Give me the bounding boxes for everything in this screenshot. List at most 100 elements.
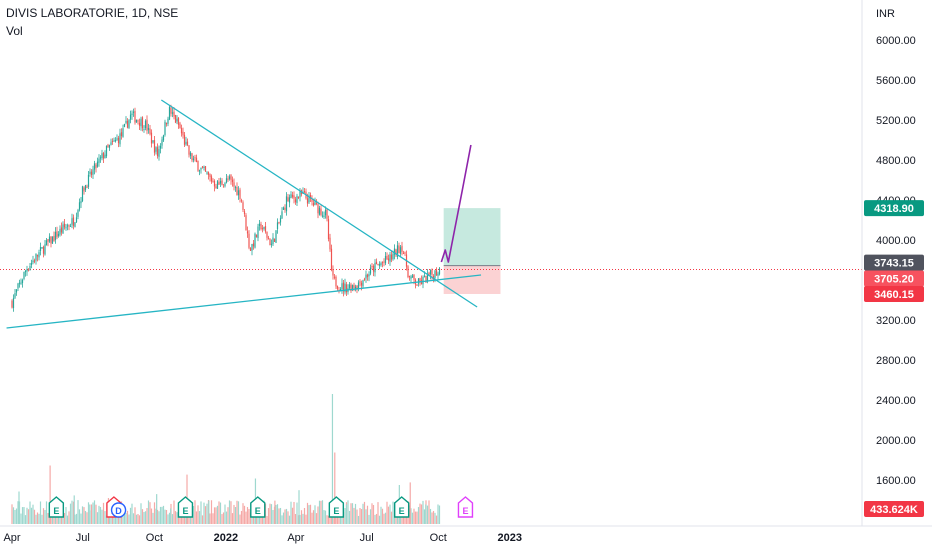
earnings-icon <box>250 496 266 518</box>
candle-body <box>26 269 28 272</box>
candle-body <box>402 252 405 254</box>
volume-spike <box>73 495 75 524</box>
volume-bar <box>71 500 73 524</box>
candle-body <box>119 133 121 145</box>
volume-bar <box>237 501 240 524</box>
candle-body <box>212 181 214 183</box>
candle-body <box>77 210 79 217</box>
candle-body <box>290 194 292 199</box>
y-tick-label: 6000.00 <box>876 35 916 47</box>
volume-bar <box>144 511 147 524</box>
candle-body <box>261 228 264 230</box>
candle-body <box>371 266 373 268</box>
volume-bar <box>72 501 75 524</box>
candle-body <box>417 278 420 284</box>
time-axis[interactable]: Apr Jul Oct 2022 Apr Jul Oct 2023 <box>0 525 932 544</box>
volume-bar <box>63 513 66 524</box>
volume-bar <box>99 506 102 524</box>
candle-body <box>357 282 360 289</box>
volume-bar <box>426 505 429 524</box>
candle-body <box>207 172 210 175</box>
candle-body <box>48 236 51 242</box>
volume-bar <box>249 512 252 524</box>
volume-bar <box>126 510 129 524</box>
event-markers[interactable]: EEDEEEEE <box>48 496 474 518</box>
price-badge-value: 3460.15 <box>874 289 914 301</box>
candle-body <box>54 231 57 240</box>
volume-bar <box>33 509 36 524</box>
candle-body <box>237 190 240 196</box>
candle-body <box>132 111 135 113</box>
candle-body <box>116 138 118 140</box>
x-tick-label: Apr <box>287 532 304 544</box>
candle-body <box>86 186 88 188</box>
candle-body <box>240 200 243 202</box>
candle-body <box>288 197 291 203</box>
volume-bar <box>104 511 106 524</box>
volume-bar <box>438 505 441 524</box>
trendlines[interactable] <box>6 99 482 329</box>
candle-body <box>204 166 207 172</box>
candle-body <box>393 248 396 255</box>
candle-body <box>108 145 111 148</box>
volume-bar <box>113 515 115 524</box>
candle-body <box>131 113 133 115</box>
candle-body <box>32 260 34 263</box>
volume-bar <box>387 506 390 524</box>
candle-body <box>225 178 228 183</box>
volume-bar <box>431 512 433 524</box>
price-badge-value: 4318.90 <box>874 203 914 215</box>
volume-bar <box>327 515 330 524</box>
candle-body <box>65 227 67 229</box>
volume-bar <box>20 513 22 524</box>
event-marker-e: E <box>48 496 65 518</box>
volume-bar <box>227 507 229 524</box>
candle-body <box>336 285 339 289</box>
candle-body <box>122 128 124 137</box>
event-label: E <box>399 506 405 516</box>
volume-bar <box>317 506 319 524</box>
candle-body <box>375 261 378 265</box>
candle-body <box>84 185 87 190</box>
volume-bar <box>149 502 151 524</box>
candle-body <box>20 282 22 284</box>
candle-body <box>368 274 370 277</box>
candle-body <box>71 218 73 225</box>
volume-spike <box>331 394 334 524</box>
volume-bar <box>141 509 144 524</box>
volume-bar <box>56 512 58 524</box>
candle-body <box>171 112 174 114</box>
y-tick-label: 5200.00 <box>876 115 916 127</box>
volume-bar <box>219 502 222 524</box>
volume-bar <box>23 507 25 524</box>
candle-body <box>426 273 429 282</box>
volume-bar <box>131 503 133 524</box>
volume-bar <box>159 506 162 524</box>
candle-body <box>324 209 327 216</box>
candle-body <box>164 121 166 135</box>
volume-bar <box>93 500 96 524</box>
candle-body <box>74 222 76 227</box>
volume-bar <box>221 514 223 524</box>
candle-body <box>195 157 198 162</box>
candle-body <box>141 117 144 129</box>
volume-bar <box>264 503 267 524</box>
volume-bar <box>383 513 385 524</box>
candle-body <box>113 140 115 142</box>
volume-bar <box>351 503 354 524</box>
volume-bar <box>225 511 228 524</box>
candle-body <box>374 262 376 273</box>
price-badge <box>864 270 924 287</box>
candle-body <box>45 240 48 246</box>
volume-bar <box>315 513 318 524</box>
candles <box>11 104 441 312</box>
candle-body <box>11 300 13 308</box>
volume-bar <box>434 512 436 524</box>
volume-bar <box>375 513 378 524</box>
volume-bar <box>27 509 30 524</box>
volume-spike <box>208 500 210 524</box>
volume-bar <box>101 509 103 524</box>
price-axis[interactable]: INR1600.002000.002400.002800.003200.0036… <box>861 0 916 526</box>
candle-body <box>146 119 148 131</box>
